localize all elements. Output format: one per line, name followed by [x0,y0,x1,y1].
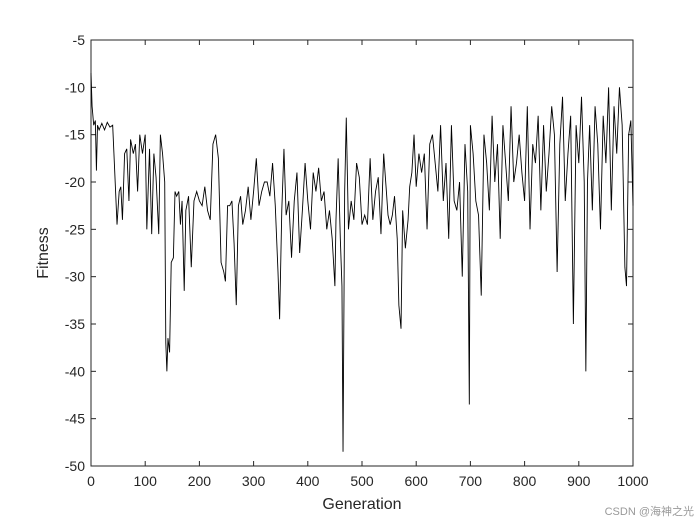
watermark: CSDN @海神之光 [605,504,694,518]
y-tick-label: -40 [65,363,85,379]
x-tick-label: 400 [296,473,320,489]
y-tick-label: -30 [65,269,85,285]
y-tick-label: -25 [65,221,85,237]
x-axis-label: Generation [322,496,401,513]
x-tick-label: 600 [405,473,429,489]
x-tick-label: 500 [350,473,374,489]
y-tick-label: -15 [65,127,85,143]
y-axis-label: Fitness [35,227,52,279]
x-tick-label: 100 [134,473,158,489]
y-tick-label: -5 [73,32,86,48]
x-tick-label: 200 [188,473,212,489]
y-tick-label: -35 [65,316,85,332]
y-tick-label: -45 [65,411,85,427]
x-tick-label: 1000 [617,473,648,489]
x-tick-label: 800 [513,473,537,489]
y-tick-label: -20 [65,174,85,190]
x-tick-label: 0 [87,473,95,489]
y-tick-label: -50 [65,458,85,474]
line-series [90,73,634,452]
y-tick-label: -10 [65,79,85,95]
x-tick-label: 900 [567,473,591,489]
x-tick-label: 700 [459,473,483,489]
plot-frame [90,39,634,467]
x-tick-label: 300 [242,473,266,489]
